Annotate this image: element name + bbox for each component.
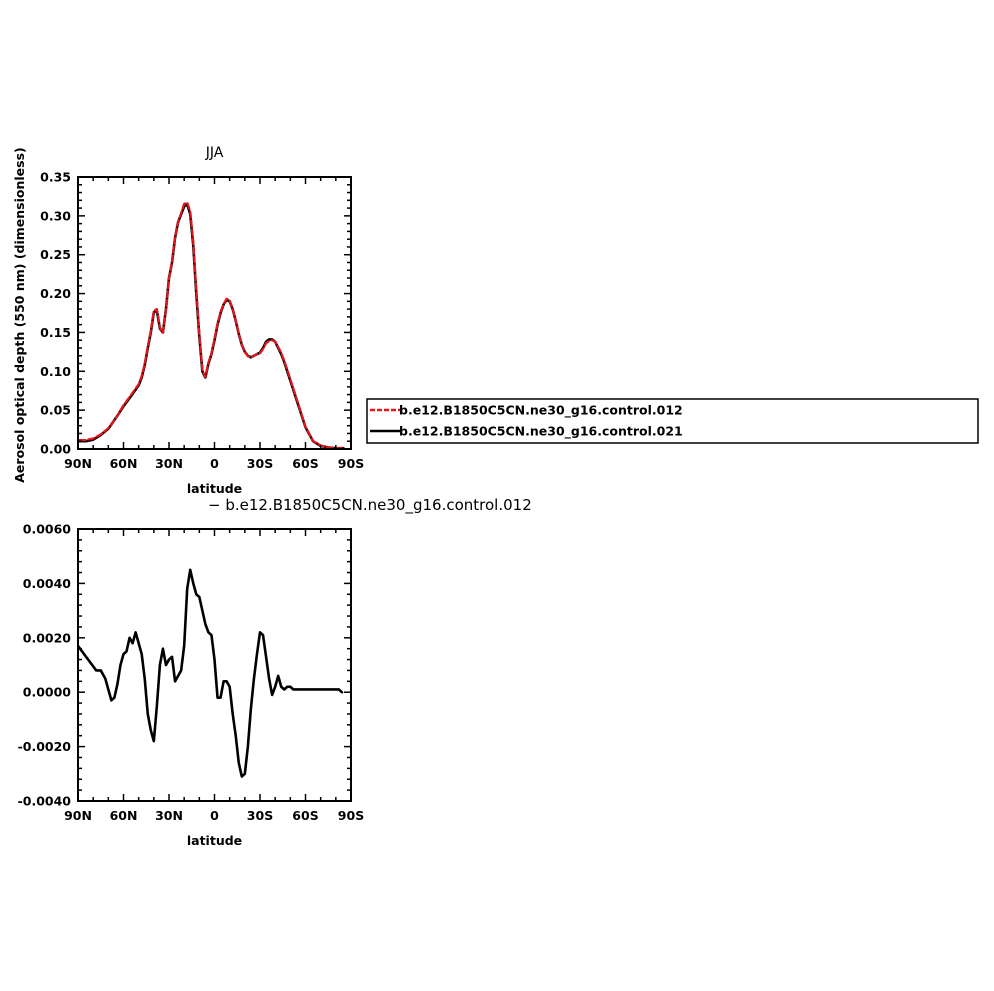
aod-difference-plot: − b.e12.B1850C5CN.ne30_g16.control.012 90… <box>18 496 532 848</box>
series-line-012 <box>78 201 345 449</box>
y-tick-label: 0.0020 <box>23 630 72 645</box>
y-tick-label: 0.0040 <box>23 576 72 591</box>
series-group <box>78 568 344 778</box>
x-tick-label: 0 <box>210 808 219 823</box>
y-tick-label: -0.0040 <box>18 794 72 809</box>
x-tick-label: 60S <box>292 456 318 471</box>
y-tick-label: 0.0060 <box>23 522 72 537</box>
y-tick-label: 0.05 <box>40 403 71 418</box>
x-axis-label: latitude <box>187 481 242 496</box>
x-tick-label: 90S <box>338 456 364 471</box>
series-line-021 <box>78 202 345 449</box>
x-tick-label: 90N <box>64 456 92 471</box>
series-group <box>78 201 345 449</box>
legend-label: b.e12.B1850C5CN.ne30_g16.control.012 <box>399 403 683 419</box>
x-tick-label: 60N <box>110 456 138 471</box>
x-tick-label: 30S <box>247 456 273 471</box>
y-tick-label: 0.0000 <box>23 685 72 700</box>
y-tick-label: 0.20 <box>40 286 71 301</box>
x-tick-label: 0 <box>210 456 219 471</box>
y-tick-label: 0.25 <box>40 247 71 262</box>
legend: b.e12.B1850C5CN.ne30_g16.control.012 b.e1… <box>366 398 979 444</box>
y-tick-label: 0.10 <box>40 364 71 379</box>
y-tick-label: 0.30 <box>40 208 71 223</box>
difference-line <box>78 568 344 778</box>
x-tick-label: 30N <box>155 808 183 823</box>
x-tick-label: 90S <box>338 808 364 823</box>
y-tick-label: 0.35 <box>40 170 71 185</box>
plot-title: − b.e12.B1850C5CN.ne30_g16.control.012 <box>208 496 532 515</box>
aod-zonal-mean-plot: JJA 90N 60N 30N 0 30S 60S 90S 0.00 0.05 0.10 0.15 0.… <box>12 145 364 496</box>
y-tick-label: 0.00 <box>40 442 71 457</box>
plot-frame <box>77 176 352 450</box>
legend-label: b.e12.B1850C5CN.ne30_g16.control.021 <box>399 424 683 440</box>
x-tick-label: 60N <box>110 808 138 823</box>
y-tick-label: 0.15 <box>40 325 71 340</box>
x-tick-label: 30S <box>247 808 273 823</box>
x-tick-label: 60S <box>292 808 318 823</box>
x-tick-label: 30N <box>155 456 183 471</box>
plot-title: JJA <box>205 145 224 161</box>
x-axis-label: latitude <box>187 833 242 848</box>
y-axis-label: Aerosol optical depth (550 nm) (dimensio… <box>12 147 27 483</box>
x-tick-label: 90N <box>64 808 92 823</box>
legend-box <box>366 398 979 444</box>
y-tick-label: -0.0020 <box>18 739 72 754</box>
